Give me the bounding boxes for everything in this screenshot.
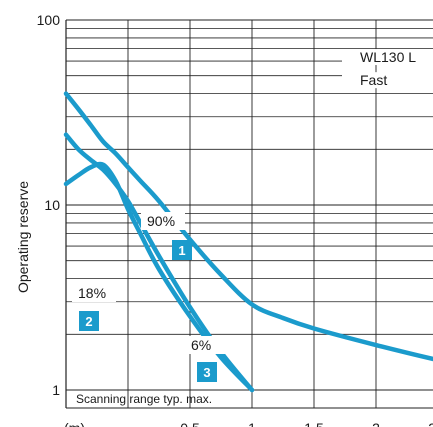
badge <box>172 240 192 260</box>
legend-bg <box>342 49 433 66</box>
curves <box>63 91 433 393</box>
x-tick-label: 1.5 <box>304 420 324 427</box>
y-axis-title: Operating reserve <box>15 181 31 293</box>
tick-labels: 100 10 1 (m) 0.5 1 1.5 2 2.5 Operating reserve Sca… <box>15 12 433 427</box>
percent-label-bg <box>185 336 229 354</box>
percent-label: 18% <box>78 285 106 301</box>
percent-label-bg <box>141 212 185 230</box>
badge <box>79 311 99 331</box>
curve-1 <box>63 91 433 362</box>
annotations: WL130 L Fast 90%1 18% 2 6% 3 <box>72 49 433 382</box>
legend-text: WL130 L <box>360 49 416 65</box>
badge <box>197 362 217 382</box>
percent-label: 90% <box>147 213 175 229</box>
badge-number: 2 <box>85 314 92 329</box>
x-tick-label: 1 <box>248 420 256 427</box>
curve-3 <box>63 161 255 393</box>
percent-label-bg <box>72 284 116 302</box>
legend-bg <box>342 72 433 89</box>
x-tick-label: 2.5 <box>428 420 433 427</box>
x-tick-label: 0.5 <box>180 420 200 427</box>
scanning-range-label: Scanning range typ. max. <box>76 392 212 406</box>
y-tick-label: 10 <box>44 197 60 213</box>
y-tick-label: 1 <box>52 382 60 398</box>
x-tick-label: 2 <box>372 420 380 427</box>
percent-label: 6% <box>191 337 211 353</box>
x-axis-unit-label: (m) <box>64 420 85 427</box>
curve-2 <box>63 132 255 393</box>
badge-number: 1 <box>178 243 185 258</box>
legend-text: Fast <box>360 72 387 88</box>
badge-number: 3 <box>203 365 210 380</box>
y-tick-label: 100 <box>37 12 61 28</box>
